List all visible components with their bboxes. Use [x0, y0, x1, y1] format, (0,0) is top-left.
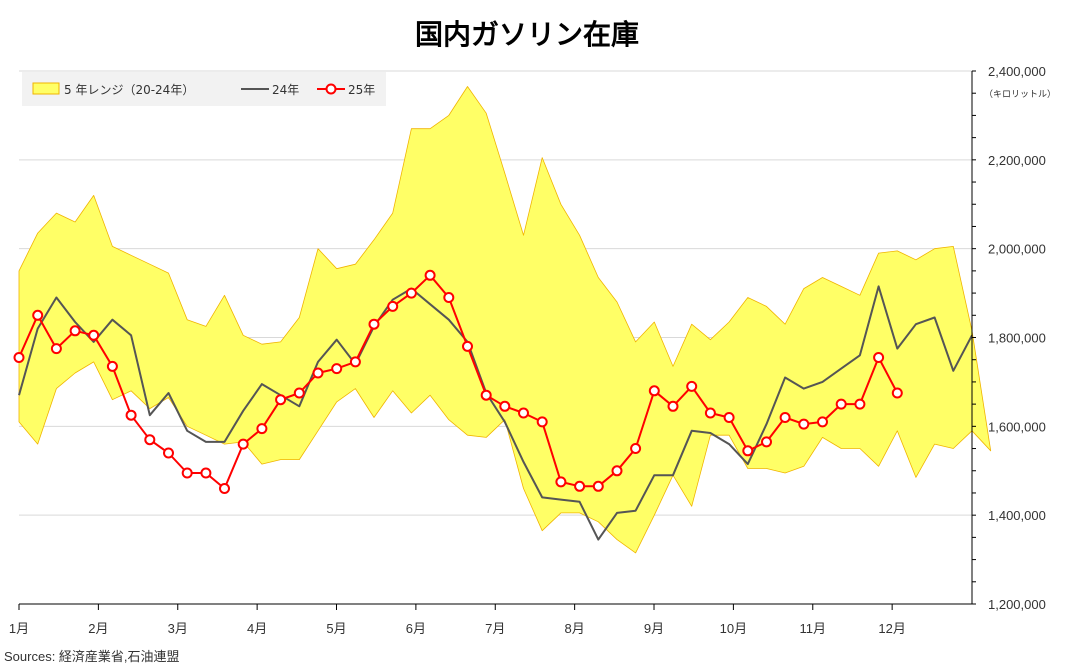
legend-label-24: 24年: [272, 83, 299, 97]
y-tick-label: 2,400,000: [988, 64, 1046, 79]
point-25: [611, 465, 623, 477]
x-tick-label: 8月: [565, 621, 585, 636]
axes: [18, 70, 976, 610]
x-tick-label: 9月: [644, 621, 664, 636]
x-tick-label: 10月: [720, 621, 747, 636]
legend-label-25: 25年: [348, 83, 375, 97]
point-25: [667, 400, 679, 412]
legend: 5 年レンジ（20-24年） 24年 25年: [22, 72, 386, 106]
y-tick-label: 1,600,000: [988, 419, 1046, 434]
point-25: [443, 292, 455, 303]
point-25: [32, 309, 44, 321]
legend-swatch-25-marker: [325, 83, 337, 95]
point-25: [704, 407, 716, 419]
source-note: Sources: 経済産業省,石油連盟: [4, 649, 180, 664]
y-tick-labels: 1,200,000 1,400,000 1,600,000 1,800,000 2,00…: [988, 64, 1046, 612]
point-25: [723, 412, 735, 423]
point-25: [462, 340, 473, 352]
point-25: [779, 412, 791, 423]
point-25: [331, 363, 343, 375]
point-25: [88, 329, 100, 341]
x-tick-label: 12月: [878, 621, 905, 636]
point-25: [742, 445, 754, 457]
point-25: [480, 389, 492, 401]
line-25-series: [13, 269, 903, 494]
x-tick-label: 6月: [406, 621, 426, 636]
point-25: [256, 423, 268, 435]
point-25: [854, 398, 866, 410]
y-tick-label: 1,800,000: [988, 331, 1046, 346]
point-25: [499, 400, 511, 412]
y-tick-label: 2,000,000: [988, 242, 1046, 257]
point-25: [237, 438, 249, 450]
point-25: [125, 409, 137, 421]
point-25: [50, 343, 62, 355]
point-25: [574, 480, 586, 492]
point-25: [219, 483, 230, 494]
y-tick-label: 1,400,000: [988, 508, 1046, 523]
y-tick-label: 1,200,000: [988, 597, 1046, 612]
point-25: [405, 287, 417, 299]
point-25: [13, 352, 25, 363]
point-25: [518, 407, 529, 419]
legend-swatch-range: [32, 82, 60, 95]
x-tick-label: 4月: [247, 621, 267, 636]
point-25: [648, 385, 660, 397]
point-25: [275, 394, 287, 406]
point-25: [817, 416, 828, 428]
point-25: [798, 418, 810, 430]
line-24: [18, 285, 973, 541]
point-25: [368, 318, 380, 330]
point-25: [835, 398, 847, 410]
point-25: [181, 467, 193, 479]
point-25: [873, 352, 885, 363]
range-band: [18, 86, 992, 554]
point-25: [106, 360, 118, 372]
point-25: [69, 325, 81, 337]
point-25: [424, 269, 436, 281]
x-tick-label: 5月: [326, 621, 346, 636]
x-tick-label: 2月: [88, 621, 108, 636]
y-unit-label: （キロリットル）: [984, 89, 1056, 100]
line-24-series: [18, 285, 973, 541]
point-25: [200, 467, 212, 479]
x-tick-label: 1月: [9, 621, 29, 636]
y-tick-label: 2,200,000: [988, 153, 1046, 168]
point-25: [163, 447, 174, 459]
x-tick-label: 3月: [168, 621, 188, 636]
point-25: [686, 380, 698, 392]
x-tick-labels: 1月 2月 3月 4月 5月 6月 7月 8月 9月 10月 11月 12月: [9, 621, 906, 636]
point-25: [555, 476, 567, 488]
point-25: [761, 436, 772, 448]
point-25: [349, 356, 361, 368]
x-tick-label: 7月: [485, 621, 505, 636]
legend-label-range: 5 年レンジ（20-24年）: [64, 83, 194, 97]
five-year-range-series: [18, 86, 992, 554]
point-25: [891, 387, 903, 399]
point-25: [312, 367, 324, 379]
x-tick-label: 11月: [800, 621, 827, 636]
point-25: [293, 387, 305, 399]
point-25: [144, 434, 156, 446]
point-25: [630, 443, 642, 454]
chart-title: 国内ガソリン在庫: [415, 18, 639, 51]
point-25: [592, 480, 604, 492]
point-25: [387, 300, 399, 312]
point-25: [536, 416, 548, 428]
